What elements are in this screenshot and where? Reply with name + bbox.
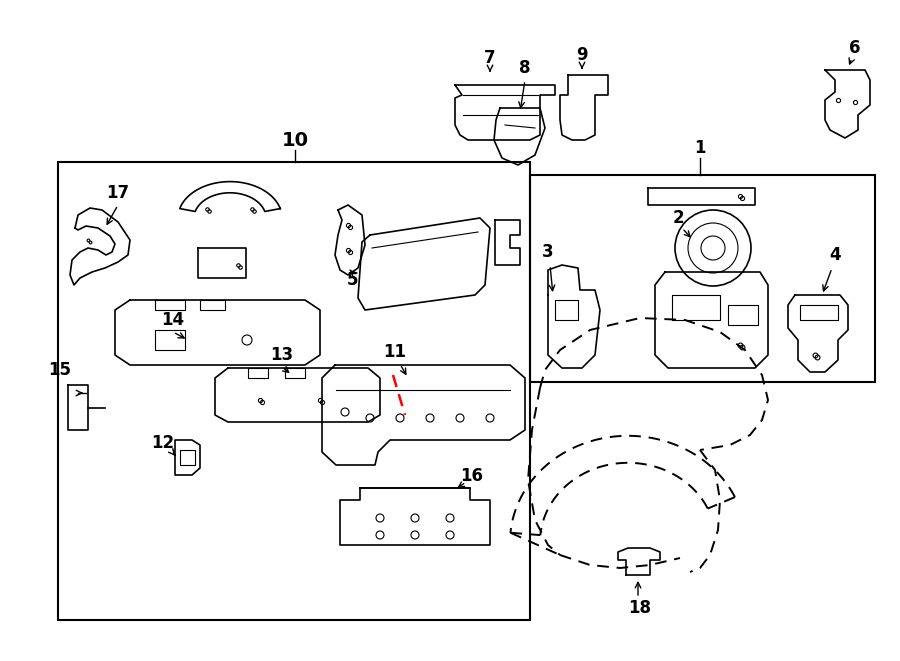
Text: 14: 14 <box>161 311 184 329</box>
Bar <box>58 162 530 620</box>
Bar <box>530 175 875 382</box>
Text: 11: 11 <box>383 343 407 361</box>
Text: 9: 9 <box>576 46 588 64</box>
Text: 13: 13 <box>270 346 293 364</box>
Text: 10: 10 <box>282 130 309 149</box>
Text: 2: 2 <box>672 209 684 227</box>
Text: 17: 17 <box>106 184 130 202</box>
Text: 12: 12 <box>151 434 175 452</box>
Text: 18: 18 <box>628 599 652 617</box>
Text: 7: 7 <box>484 49 496 67</box>
Text: 3: 3 <box>542 243 554 261</box>
Text: 4: 4 <box>829 246 841 264</box>
Text: 15: 15 <box>49 361 71 379</box>
Text: 16: 16 <box>461 467 483 485</box>
Text: 6: 6 <box>850 39 860 57</box>
Text: 8: 8 <box>519 59 531 77</box>
Text: 5: 5 <box>346 271 358 289</box>
Text: 1: 1 <box>694 139 706 157</box>
